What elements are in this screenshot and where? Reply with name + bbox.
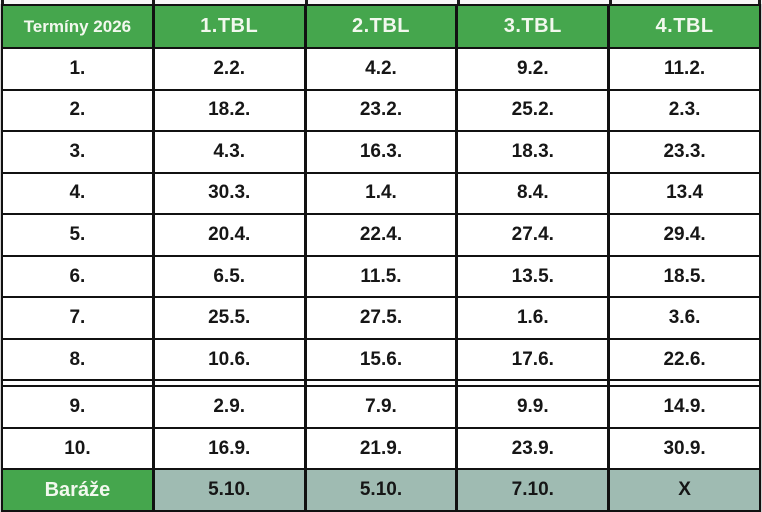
date-cell: 10.6. (151, 339, 304, 380)
column-header-4tbl: 4.TBL (607, 6, 759, 47)
table-row: 4. 30.3. 1.4. 8.4. 13.4 (3, 171, 759, 214)
table-row: 6. 6.5. 11.5. 13.5. 18.5. (3, 254, 759, 297)
separator-cell (607, 381, 759, 386)
schedule-table: Termíny 2026 1.TBL 2.TBL 3.TBL 4.TBL 1. 2… (1, 4, 761, 512)
date-cell: 16.9. (151, 428, 304, 469)
column-border-stub (609, 0, 612, 4)
table-row: 2. 18.2. 23.2. 25.2. 2.3. (3, 88, 759, 131)
date-cell: 15.6. (303, 339, 456, 380)
column-border-stub (1, 0, 4, 4)
date-cell: 22.6. (607, 339, 759, 380)
separator-cell (3, 381, 152, 386)
playoff-row: Baráže 5.10. 5.10. 7.10. X (3, 468, 759, 511)
table-row: 10. 16.9. 21.9. 23.9. 30.9. (3, 426, 759, 469)
date-cell: 16.3. (303, 132, 456, 172)
column-header-3tbl: 3.TBL (455, 6, 608, 47)
date-cell: 3.6. (607, 298, 759, 338)
table-row: 3. 4.3. 16.3. 18.3. 23.3. (3, 130, 759, 172)
date-cell: 18.5. (607, 256, 759, 297)
season-break-separator (3, 379, 759, 386)
round-number-cell: 7. (69, 307, 86, 329)
date-cell: 4.2. (303, 49, 456, 89)
table-row: 1. 2.2. 4.2. 9.2. 11.2. (3, 47, 759, 89)
date-cell: 6.5. (151, 256, 304, 297)
date-cell: 18.2. (151, 90, 304, 131)
date-cell: 25.2. (455, 90, 607, 131)
column-border-stub (152, 0, 155, 4)
date-cell: 9.9. (455, 387, 607, 427)
date-cell: 14.9. (607, 387, 759, 427)
date-cell: 17.6. (455, 339, 607, 380)
date-cell: 2.9. (151, 387, 304, 427)
column-border-stub (457, 0, 460, 4)
playoff-date-cell: X (607, 470, 759, 511)
round-number-cell: 1. (69, 57, 86, 79)
column-header-2tbl: 2.TBL (303, 6, 456, 47)
round-number-cell: 2. (69, 99, 86, 121)
date-cell: 1.6. (455, 298, 607, 338)
date-cell: 11.5. (303, 256, 456, 297)
date-cell: 2.2. (151, 49, 304, 89)
round-number-cell: 10. (64, 437, 91, 459)
column-header-1tbl: 1.TBL (151, 6, 304, 47)
table-row: 8. 10.6. 15.6. 17.6. 22.6. (3, 337, 759, 380)
date-cell: 13.4 (607, 173, 759, 214)
header-row: Termíny 2026 1.TBL 2.TBL 3.TBL 4.TBL (3, 6, 759, 47)
top-margin-strip (0, 0, 762, 4)
date-cell: 23.9. (455, 428, 607, 469)
round-number-cell: 6. (69, 265, 86, 287)
round-number-cell: 5. (69, 223, 86, 245)
separator-cell (303, 381, 456, 386)
separator-cell (455, 381, 608, 386)
date-cell: 30.3. (151, 173, 304, 214)
date-cell: 27.4. (455, 215, 607, 255)
date-cell: 8.4. (455, 173, 607, 214)
table-title: Termíny 2026 (3, 6, 152, 47)
column-border-stub (305, 0, 308, 4)
date-cell: 29.4. (607, 215, 759, 255)
date-cell: 11.2. (607, 49, 759, 89)
date-cell: 30.9. (607, 428, 759, 469)
date-cell: 13.5. (455, 256, 607, 297)
playoff-date-cell: 7.10. (455, 470, 608, 511)
table-row: 9. 2.9. 7.9. 9.9. 14.9. (3, 385, 759, 427)
date-cell: 1.4. (303, 173, 456, 214)
date-cell: 7.9. (303, 387, 456, 427)
round-number-cell: 3. (69, 140, 86, 162)
playoff-date-cell: 5.10. (303, 470, 456, 511)
round-number-cell: 9. (69, 396, 86, 418)
table-row: 5. 20.4. 22.4. 27.4. 29.4. (3, 213, 759, 255)
column-border-stub (758, 0, 761, 4)
date-cell: 20.4. (151, 215, 304, 255)
date-cell: 22.4. (303, 215, 456, 255)
date-cell: 27.5. (303, 298, 456, 338)
date-cell: 23.2. (303, 90, 456, 131)
date-cell: 4.3. (151, 132, 304, 172)
date-cell: 25.5. (151, 298, 304, 338)
round-number-cell: 8. (69, 348, 86, 370)
separator-cell (151, 381, 304, 386)
date-cell: 2.3. (607, 90, 759, 131)
date-cell: 18.3. (455, 132, 607, 172)
date-cell: 9.2. (455, 49, 607, 89)
round-number-cell: 4. (69, 182, 86, 204)
table-row: 7. 25.5. 27.5. 1.6. 3.6. (3, 296, 759, 338)
playoff-date-cell: 5.10. (151, 470, 304, 511)
date-cell: 23.3. (607, 132, 759, 172)
playoff-label-cell: Baráže (3, 470, 152, 511)
date-cell: 21.9. (303, 428, 456, 469)
